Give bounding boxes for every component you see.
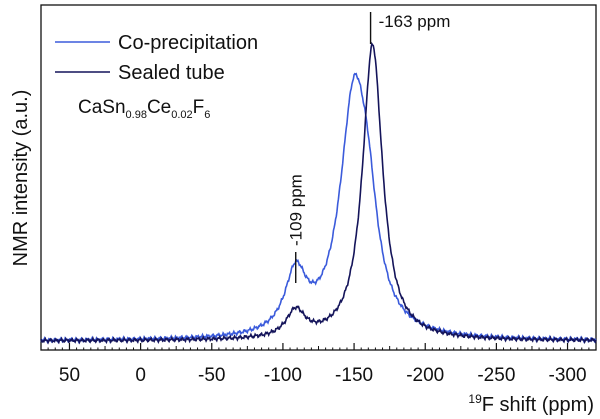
x-ticks: 50 0 -50 -100 -150 -200 -250 -300 bbox=[40, 343, 597, 386]
formula-sub-ce: 0.02 bbox=[171, 109, 192, 121]
plot-frame bbox=[40, 4, 597, 351]
formula-sub-sn: 0.98 bbox=[126, 109, 147, 121]
x-tick-label: 0 bbox=[135, 365, 146, 386]
formula-ce: Ce bbox=[147, 97, 171, 118]
annotation-label-109: -109 ppm bbox=[287, 174, 306, 246]
x-tick-label: -150 bbox=[335, 365, 373, 386]
x-axis-title-superscript: 19 bbox=[468, 392, 482, 406]
x-axis-title: 19F shift (ppm) bbox=[468, 392, 594, 416]
x-axis-title-text: F shift (ppm) bbox=[482, 394, 594, 416]
x-tick-label: -50 bbox=[198, 365, 225, 386]
formula-ca-sn: CaSn bbox=[78, 97, 126, 118]
x-tick-label: 50 bbox=[59, 365, 80, 386]
compound-formula: CaSn0.98Ce0.02F6 bbox=[78, 97, 210, 121]
y-axis-title: NMR intensity (a.u.) bbox=[10, 90, 32, 267]
series-line-sealed-tube bbox=[40, 41, 597, 345]
series-lines bbox=[40, 41, 597, 345]
legend-label-co-precipitation: Co-precipitation bbox=[118, 32, 258, 54]
formula-f: F bbox=[193, 97, 205, 118]
x-tick-label: -250 bbox=[477, 365, 515, 386]
x-tick-label: -200 bbox=[406, 365, 444, 386]
legend-label-sealed-tube: Sealed tube bbox=[118, 62, 225, 84]
x-tick-label: -100 bbox=[264, 365, 302, 386]
legend: Co-precipitation Sealed tube bbox=[55, 32, 258, 84]
x-tick-label: -300 bbox=[549, 365, 587, 386]
formula-sub-f: 6 bbox=[204, 109, 210, 121]
annotation-label-163: -163 ppm bbox=[379, 12, 451, 31]
